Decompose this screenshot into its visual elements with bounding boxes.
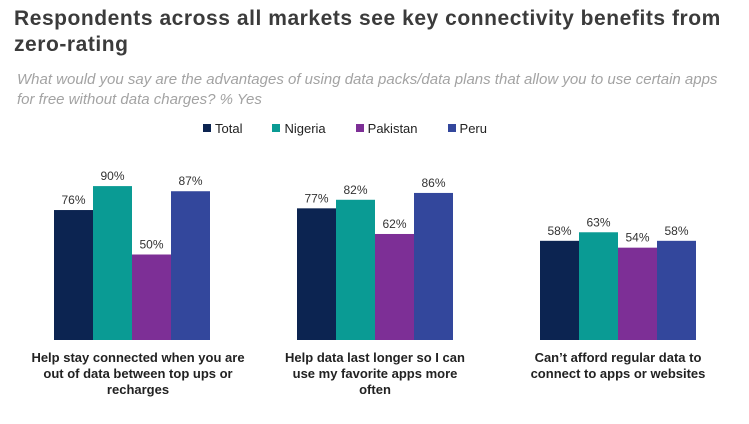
legend-label-pakistan: Pakistan: [367, 120, 418, 136]
bar-stay-connected-nigeria: [93, 186, 132, 340]
data-label-stay-connected-peru: 87%: [178, 174, 202, 188]
legend-item-total: Total: [203, 121, 242, 136]
bar-stay-connected-peru: [171, 191, 210, 340]
legend-item-pakistan: Pakistan: [355, 120, 418, 136]
data-label-cant-afford-data-total: 58%: [547, 224, 571, 238]
legend-swatch-nigeria: [272, 124, 281, 132]
legend-swatch-pakistan: [355, 124, 364, 132]
category-label-cant-afford-data: Can’t afford regular data to connect to …: [530, 350, 706, 381]
chart-subtitle: What would you say are the advantages of…: [17, 71, 718, 108]
data-label-data-last-longer-nigeria: 82%: [343, 183, 367, 197]
legend-swatch-total: [203, 124, 211, 132]
bar-data-last-longer-total: [297, 208, 336, 340]
category-label-data-last-longer: Help data last longer so I can use my fa…: [285, 350, 465, 397]
data-label-data-last-longer-total: 77%: [304, 191, 328, 205]
legend-label-peru: Peru: [459, 120, 487, 136]
bar-data-last-longer-nigeria: [336, 199, 375, 340]
data-label-cant-afford-data-pakistan: 54%: [625, 231, 649, 245]
data-label-data-last-longer-peru: 86%: [421, 176, 445, 190]
legend: Total Nigeria Pakistan Peru: [203, 120, 517, 136]
legend-item-peru: Peru: [447, 120, 487, 136]
legend-label-total: Total: [215, 120, 243, 136]
bar-cant-afford-data-nigeria: [579, 232, 618, 340]
legend-swatch-peru: [447, 124, 456, 132]
data-label-cant-afford-data-nigeria: 63%: [586, 215, 610, 229]
data-label-cant-afford-data-peru: 58%: [664, 224, 688, 238]
data-label-data-last-longer-pakistan: 62%: [382, 217, 406, 231]
chart-title: Respondents across all markets see key c…: [14, 7, 721, 56]
category-label-stay-connected: Help stay connected when you are out of …: [31, 350, 245, 397]
bar-stay-connected-pakistan: [132, 254, 171, 340]
bar-cant-afford-data-pakistan: [618, 247, 657, 340]
bar-data-last-longer-peru: [414, 192, 453, 340]
bar-stay-connected-total: [54, 210, 93, 340]
data-label-stay-connected-total: 76%: [61, 193, 85, 207]
data-label-stay-connected-nigeria: 90%: [100, 169, 124, 183]
legend-label-nigeria: Nigeria: [284, 120, 326, 136]
bar-cant-afford-data-total: [540, 240, 579, 340]
bar-data-last-longer-pakistan: [375, 233, 414, 340]
legend-item-nigeria: Nigeria: [272, 120, 326, 136]
bar-cant-afford-data-peru: [657, 240, 696, 340]
data-label-stay-connected-pakistan: 50%: [139, 238, 163, 252]
